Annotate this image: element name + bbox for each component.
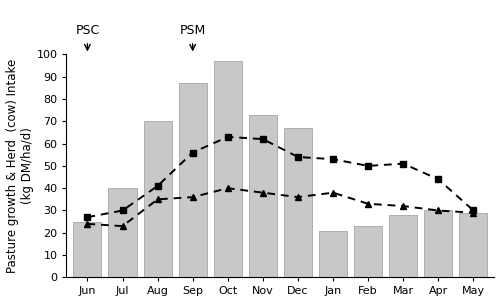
Bar (354, 226, 382, 278)
Bar (214, 61, 242, 278)
Text: PSM: PSM (180, 24, 206, 37)
Bar (249, 114, 277, 278)
Bar (319, 230, 347, 278)
Bar (108, 188, 136, 278)
Bar (284, 128, 312, 278)
Bar (460, 213, 487, 278)
Y-axis label: Pasture growth & Herd  (cow) Intake
(kg DM/ha/d): Pasture growth & Herd (cow) Intake (kg D… (6, 59, 34, 273)
Bar (389, 215, 417, 278)
Bar (178, 83, 206, 278)
Bar (74, 222, 102, 278)
Bar (144, 121, 172, 278)
Bar (424, 210, 452, 278)
Text: PSC: PSC (76, 24, 100, 37)
